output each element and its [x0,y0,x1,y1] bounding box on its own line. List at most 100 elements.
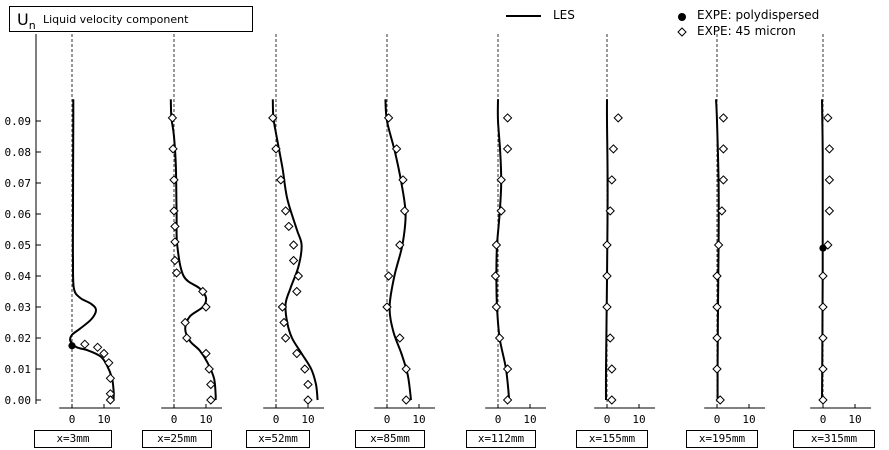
marker-45-micron [206,379,216,390]
marker-45-micron [169,175,179,185]
x-tick-label: 10 [412,413,425,426]
marker-45-micron [401,395,411,405]
x-tick-label: 0 [69,413,76,426]
x-tick-label: 10 [848,413,861,426]
panel-caption: x=52mm [246,430,310,448]
marker-45-micron [280,333,291,343]
marker-45-micron [170,237,180,247]
x-tick-label: 0 [384,413,391,426]
marker-45-micron [717,206,727,216]
marker-45-micron [168,144,178,154]
x-tick-label: 0 [495,413,502,426]
panel-caption: x=85mm [355,430,425,448]
marker-45-micron [712,333,722,343]
y-tick-label: 0.06 [5,208,32,221]
y-tick-label: 0.03 [5,301,32,314]
marker-45-micron [170,221,180,232]
marker-45-micron [288,255,299,266]
marker-45-micron [824,206,835,216]
marker-45-micron [277,302,288,312]
x-tick-label: 0 [604,413,611,426]
marker-45-micron [280,206,291,216]
y-tick-label: 0.07 [5,177,32,190]
panel-x-195mm: 0 10 [704,34,765,426]
marker-45-micron [180,317,190,328]
marker-45-micron [182,333,192,343]
y-tick-label: 0.02 [5,332,32,345]
marker-45-micron [712,302,722,312]
marker-45-micron [303,395,313,405]
marker-45-micron [204,364,214,374]
marker-45-micron [818,333,828,343]
marker-45-micron [300,364,310,374]
marker-45-micron [824,175,835,185]
marker-45-micron [276,175,286,185]
marker-45-micron [602,271,612,281]
y-tick-label: 0.09 [5,115,32,128]
les-curve [384,99,412,401]
figure-title-box: Un Liquid velocity component [9,6,253,32]
marker-45-micron [502,364,513,374]
y-tick-label: 0.04 [5,270,32,283]
x-tick-label: 0 [171,413,178,426]
marker-45-micron [490,271,501,281]
marker-45-micron [823,113,833,123]
marker-45-micron [605,206,615,216]
x-tick-label: 10 [97,413,110,426]
marker-45-micron [382,302,392,312]
marker-45-micron [395,240,405,250]
marker-45-micron [293,271,304,281]
panel-x-315mm: 0 10 [810,34,871,426]
marker-45-micron [395,333,405,343]
marker-45-micron [715,395,725,405]
marker-45-micron [167,113,178,123]
marker-45-micron [713,240,724,250]
marker-45-micron [292,348,302,359]
panel-caption: x=195mm [686,430,758,448]
marker-45-micron [284,221,294,232]
x-tick-label: 0 [820,413,827,426]
panel-x-155mm: 0 10 [594,34,655,426]
marker-45-micron [502,144,513,154]
panel-caption: x=315mm [793,430,875,448]
x-tick-label: 10 [742,413,755,426]
marker-45-micron [105,373,116,384]
marker-45-micron [718,175,729,185]
marker-45-micron [712,271,722,281]
marker-45-micron [198,286,208,297]
legend-m45-label: EXPE: 45 micron [697,24,796,38]
panel-caption: x=3mm [34,430,112,448]
marker-45-micron [818,395,828,405]
x-tick-label: 0 [273,413,280,426]
marker-45-micron [607,175,617,185]
marker-45-micron [399,206,410,216]
les-curve [169,99,217,401]
marker-45-micron [92,342,103,353]
marker-45-micron [80,339,90,349]
marker-polydispersed [819,244,827,252]
panel-caption: x=112mm [466,430,536,448]
marker-45-micron [171,268,182,278]
y-tick-label: 0.01 [5,363,32,376]
marker-45-micron [383,271,394,281]
marker-45-micron [712,364,722,374]
marker-45-micron [279,317,289,328]
marker-45-micron [718,113,729,123]
panel-caption: x=25mm [142,430,212,448]
marker-45-micron [104,358,114,368]
marker-45-micron [201,302,211,312]
marker-45-micron [608,144,619,154]
x-tick-label: 10 [199,413,212,426]
marker-45-micron [288,240,299,250]
marker-45-micron [201,348,211,359]
marker-45-micron [170,255,180,266]
marker-45-micron [605,333,615,343]
marker-45-micron [607,395,617,405]
marker-45-micron [818,271,828,281]
legend-les-label: LES [553,8,575,22]
marker-45-micron [268,113,278,123]
marker-45-micron [602,302,612,312]
panel-x-85mm: 0 10 [374,34,435,426]
marker-45-micron [818,302,828,312]
